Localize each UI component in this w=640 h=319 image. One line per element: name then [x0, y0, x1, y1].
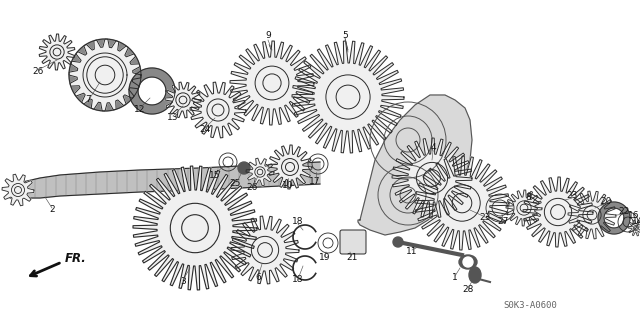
Text: 21: 21 [346, 254, 358, 263]
Circle shape [393, 237, 403, 247]
Text: 23: 23 [566, 191, 578, 201]
Text: 4: 4 [430, 144, 436, 152]
Polygon shape [39, 34, 75, 70]
Polygon shape [358, 95, 472, 235]
Text: 14: 14 [632, 218, 640, 226]
Polygon shape [190, 82, 246, 138]
Text: 10: 10 [282, 181, 294, 189]
Polygon shape [415, 156, 509, 250]
Text: FR.: FR. [65, 251, 87, 264]
Polygon shape [10, 162, 320, 198]
Text: 9: 9 [265, 31, 271, 40]
Circle shape [238, 162, 250, 174]
Text: 5: 5 [342, 31, 348, 40]
Text: 18: 18 [292, 218, 304, 226]
Text: 8: 8 [525, 194, 531, 203]
Text: 16: 16 [628, 211, 640, 219]
Circle shape [463, 257, 473, 267]
Text: 15: 15 [209, 170, 221, 180]
Text: 23: 23 [479, 213, 491, 222]
Text: 26: 26 [246, 183, 258, 192]
Text: 24: 24 [200, 125, 211, 135]
Polygon shape [69, 39, 141, 111]
Polygon shape [230, 41, 314, 125]
Text: 22: 22 [618, 207, 630, 217]
Text: 6: 6 [255, 273, 261, 283]
Text: 12: 12 [134, 106, 146, 115]
Polygon shape [246, 158, 274, 186]
Text: 13: 13 [167, 114, 179, 122]
Polygon shape [231, 216, 299, 284]
Text: 17: 17 [309, 177, 321, 187]
Polygon shape [292, 41, 404, 153]
Polygon shape [69, 39, 141, 111]
Text: 27: 27 [497, 218, 509, 226]
Polygon shape [506, 190, 542, 226]
Ellipse shape [469, 267, 481, 283]
Ellipse shape [459, 255, 477, 269]
Polygon shape [568, 191, 616, 239]
Text: S0K3-A0600: S0K3-A0600 [503, 300, 557, 309]
Text: 2: 2 [49, 205, 55, 214]
Text: 25: 25 [229, 179, 241, 188]
Text: 26: 26 [32, 68, 44, 77]
Text: 19: 19 [319, 254, 331, 263]
Polygon shape [598, 202, 630, 234]
Polygon shape [133, 166, 257, 290]
Text: 11: 11 [406, 248, 418, 256]
Polygon shape [268, 145, 312, 189]
Text: 1: 1 [452, 273, 458, 283]
FancyBboxPatch shape [340, 230, 366, 254]
Polygon shape [2, 174, 34, 206]
Polygon shape [392, 138, 472, 218]
Text: 7: 7 [85, 95, 91, 105]
Polygon shape [165, 82, 201, 118]
Polygon shape [628, 220, 640, 236]
Polygon shape [129, 68, 175, 114]
Text: 3: 3 [180, 278, 186, 286]
Text: 20: 20 [600, 197, 612, 206]
Polygon shape [523, 177, 593, 247]
Text: 28: 28 [462, 286, 474, 294]
Text: 18: 18 [292, 276, 304, 285]
